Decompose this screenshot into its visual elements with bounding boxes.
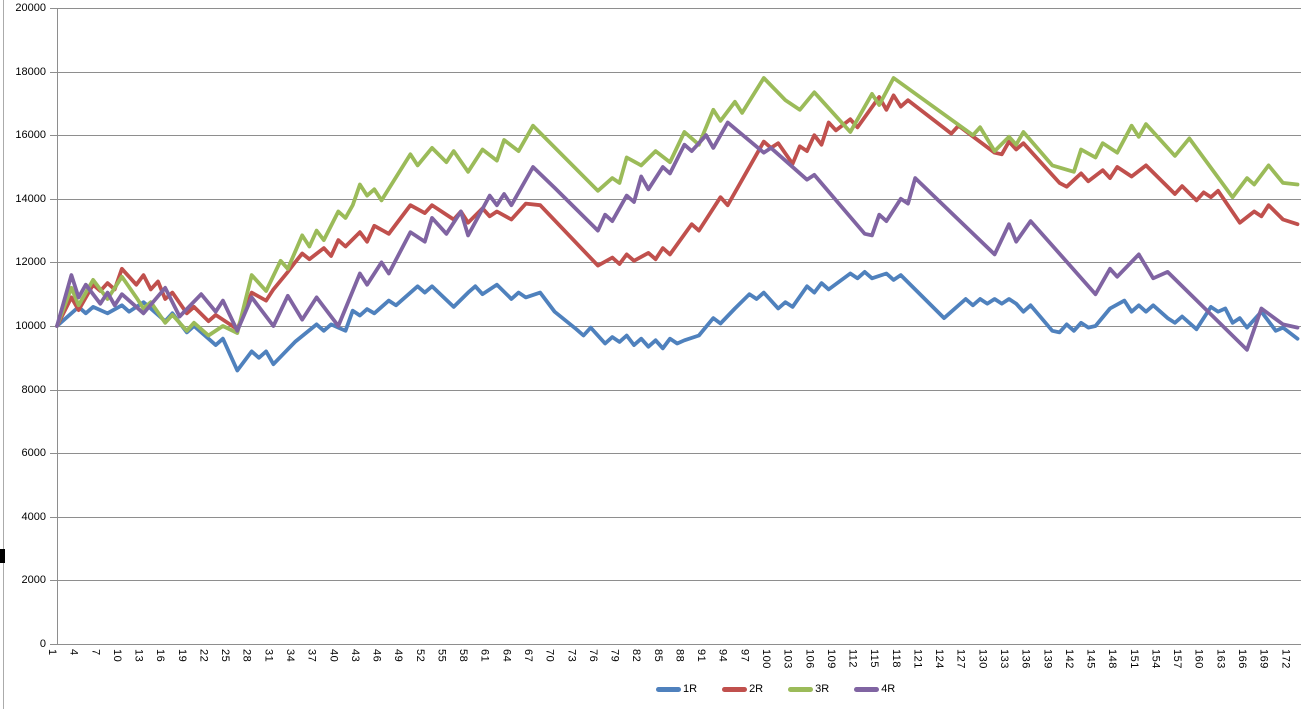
series-line-3R: [55, 76, 1300, 338]
x-axis-tick-label: 52: [413, 649, 426, 663]
legend-label: 3R: [815, 683, 830, 695]
x-axis-tick-label: 55: [435, 649, 448, 663]
y-axis-title-cutoff-mark: [0, 549, 5, 563]
x-axis-tick-label: 100: [759, 649, 772, 669]
x-axis-tick-label: 76: [586, 649, 599, 663]
y-axis-tick-label: 10000: [15, 320, 46, 332]
x-axis-tick-label: 166: [1235, 649, 1248, 669]
series-line-2R: [55, 93, 1300, 332]
x-axis-tick-label: 130: [976, 649, 989, 669]
y-axis-tick-label: 18000: [15, 66, 46, 78]
chart-area-left-border: [3, 0, 4, 709]
y-axis-tick-label: 14000: [15, 193, 46, 205]
x-axis-tick-label: 142: [1062, 649, 1075, 669]
x-axis-tick-label: 40: [327, 649, 340, 663]
x-axis-tick-label: 91: [695, 649, 708, 663]
x-axis-tick-label: 31: [262, 649, 275, 663]
x-axis-tick-label: 154: [1149, 649, 1162, 669]
x-axis-tick-label: 1: [46, 649, 58, 656]
x-axis-tick-label: 85: [651, 649, 664, 663]
x-axis-tick-label: 145: [1084, 649, 1097, 669]
y-axis-tick-label: 8000: [21, 384, 46, 396]
x-axis-tick-label: 73: [565, 649, 578, 663]
x-axis-tick-label: 67: [521, 649, 534, 663]
x-axis-tick-label: 97: [738, 649, 751, 663]
y-axis-tick-label: 20000: [15, 2, 46, 14]
y-axis-tick-label: 12000: [15, 256, 46, 268]
legend-line-swatch-3R: [788, 686, 814, 692]
legend-item-2R: 2R: [722, 683, 763, 695]
x-axis-tick-label: 13: [132, 649, 145, 663]
x-axis-tick-label: 10: [110, 649, 123, 663]
x-axis-tick-label: 112: [846, 649, 859, 669]
x-axis-tick-label: 157: [1171, 649, 1184, 669]
series-line-1R: [55, 269, 1300, 373]
x-axis-tick-label: 148: [1106, 649, 1119, 669]
legend: 1R 2R 3R 4R: [656, 683, 920, 695]
legend-item-3R: 3R: [788, 683, 829, 695]
x-axis-tick-label: 88: [673, 649, 686, 663]
x-axis-tick-label: 121: [911, 649, 924, 669]
legend-line-swatch-2R: [722, 686, 748, 692]
legend-item-1R: 1R: [656, 683, 697, 695]
x-axis-tick-label: 79: [608, 649, 621, 663]
x-axis-tick-label: 103: [781, 649, 794, 669]
x-axis-tick-label: 133: [997, 649, 1010, 669]
x-axis-tick-label: 160: [1192, 649, 1205, 669]
x-axis-tick-label: 82: [630, 649, 643, 663]
x-axis-tick-label: 136: [1019, 649, 1032, 669]
x-axis-tick-label: 127: [954, 649, 967, 669]
legend-line-swatch-1R: [656, 686, 681, 692]
x-axis-tick-label: 28: [240, 649, 253, 663]
x-axis-tick-label: 70: [543, 649, 556, 663]
x-axis-tick-label: 34: [283, 649, 296, 663]
y-axis-tick-label: 16000: [15, 129, 46, 141]
x-axis-tick-label: 58: [457, 649, 470, 663]
x-axis-tick-label: 172: [1279, 649, 1292, 669]
x-axis-tick-label: 94: [716, 649, 729, 663]
x-axis-tick-label: 43: [348, 649, 361, 663]
x-axis-tick-label: 19: [175, 649, 188, 663]
series-line-4R: [55, 120, 1300, 352]
legend-item-4R: 4R: [854, 683, 895, 695]
x-axis-tick-label: 139: [1041, 649, 1054, 669]
x-axis-tick-label: 115: [868, 649, 881, 669]
y-axis-tick-label: 4000: [21, 511, 46, 523]
y-axis-tick-label: 2000: [21, 574, 46, 586]
x-axis-tick-label: 61: [478, 649, 491, 663]
x-axis-tick-label: 109: [824, 649, 837, 669]
x-axis-tick-label: 124: [933, 649, 946, 669]
legend-label: 4R: [881, 683, 896, 695]
x-axis-tick-label: 46: [370, 649, 383, 663]
x-axis-tick-label: 7: [89, 649, 102, 656]
legend-label: 2R: [749, 683, 764, 695]
y-axis-tick-label: 0: [39, 638, 46, 650]
y-axis-tick-label: 6000: [21, 447, 46, 459]
x-axis-tick-label: 16: [154, 649, 167, 663]
x-axis-tick-label: 169: [1257, 649, 1270, 669]
x-axis-tick-label: 118: [889, 649, 902, 669]
x-axis-tick-label: 163: [1214, 649, 1227, 669]
x-axis-tick-label: 37: [305, 649, 318, 663]
x-axis-tick-label: 106: [803, 649, 816, 669]
x-axis-tick-label: 4: [67, 649, 80, 656]
legend-line-swatch-4R: [854, 686, 880, 692]
legend-label: 1R: [683, 683, 698, 695]
x-axis-tick-label: 22: [197, 649, 210, 663]
x-axis-tick-label: 151: [1127, 649, 1140, 669]
x-axis-tick-label: 25: [219, 649, 232, 663]
x-axis-tick-label: 49: [392, 649, 405, 663]
x-axis-tick-label: 64: [500, 649, 513, 663]
